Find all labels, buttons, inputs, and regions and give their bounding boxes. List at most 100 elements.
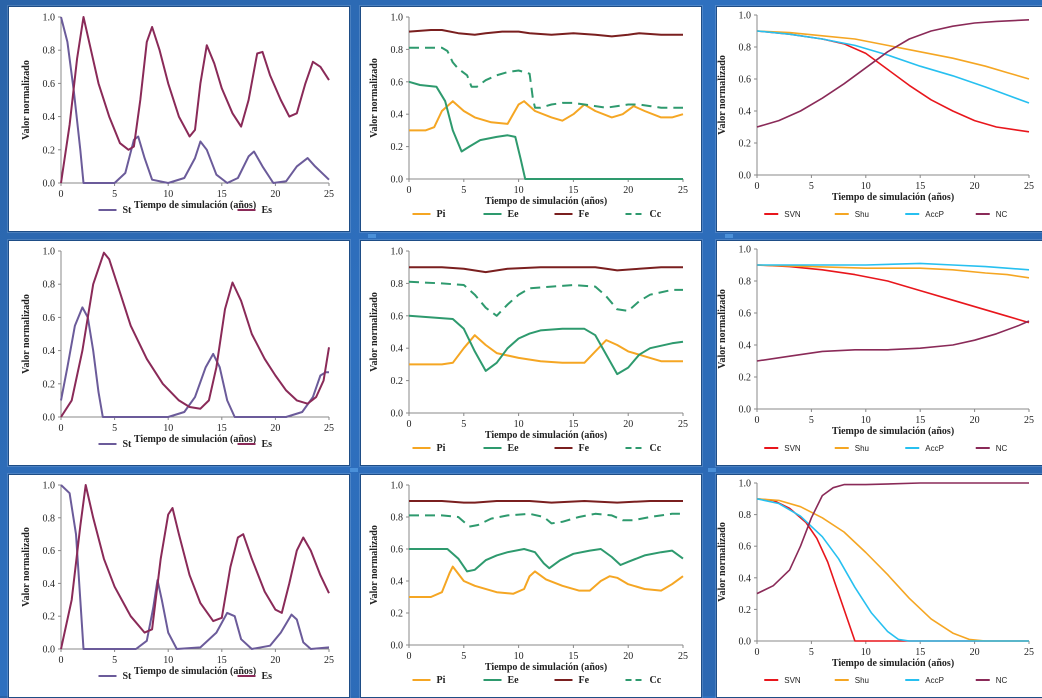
y-tick-label: 0.6 — [391, 77, 404, 88]
series-line-st — [60, 306, 329, 418]
x-tick-label: 20 — [623, 419, 633, 430]
y-tick-label: 1.0 — [391, 247, 404, 258]
series-line-shu — [756, 498, 1029, 642]
y-tick-label: 0.8 — [739, 277, 752, 288]
x-tick-label: 10 — [861, 415, 871, 426]
legend-label-cc: Cc — [650, 443, 662, 454]
legend-label-fe: Fe — [579, 209, 590, 220]
y-tick-label: 0.6 — [391, 545, 404, 556]
legend-label-shu: Shu — [855, 444, 869, 453]
legend-label-st: St — [123, 439, 133, 450]
y-tick-label: 0.4 — [43, 346, 56, 357]
x-tick-label: 10 — [861, 647, 871, 658]
x-tick-label: 15 — [217, 423, 227, 434]
x-tick-label: 15 — [568, 651, 578, 662]
legend-label-pi: Pi — [437, 209, 446, 220]
x-tick-label: 5 — [112, 189, 117, 200]
series-line-shu — [756, 264, 1030, 279]
y-axis-label: Valor normalizado — [717, 55, 728, 135]
legend-label-svn: SVN — [784, 444, 801, 453]
legend-label-svn: SVN — [784, 210, 801, 219]
x-tick-label: 25 — [678, 419, 688, 430]
x-tick-label: 20 — [970, 647, 980, 658]
series-line-accp — [756, 498, 1029, 642]
legend-label-st: St — [123, 205, 133, 216]
series-line-nc — [756, 482, 1029, 595]
legend-label-cc: Cc — [650, 675, 662, 686]
legend-label-es: Es — [262, 671, 273, 682]
series-line-ee — [409, 548, 684, 573]
series-line-es — [60, 16, 330, 184]
series-line-fe — [409, 500, 683, 504]
legend-label-shu: Shu — [855, 676, 869, 685]
chart-svg-r3c1: 0.0 0.2 0.4 0.6 0.8 1.0 0 5 10 15 20 25 Tiempo de si… — [21, 481, 334, 683]
chart-panel-r1c3: 0.0 0.2 0.4 0.6 0.8 1.0 0 5 10 15 20 25 Tiempo de si… — [716, 6, 1042, 232]
legend-label-cc: Cc — [650, 209, 662, 220]
series-line-ee — [408, 314, 684, 376]
y-axis-label: Valor normalizado — [369, 525, 380, 605]
y-tick-label: 0.2 — [43, 145, 56, 156]
y-axis-label: Valor normalizado — [21, 60, 32, 140]
x-tick-label: 25 — [324, 189, 334, 200]
legend-label-ee: Ee — [508, 209, 520, 220]
x-tick-label: 15 — [915, 415, 925, 426]
chart-svg-r2c3: 0.0 0.2 0.4 0.6 0.8 1.0 0 5 10 15 20 25 Tiempo de si… — [717, 245, 1034, 454]
x-axis-label: Tiempo de simulación (años) — [832, 426, 954, 437]
accent-mark — [368, 234, 376, 238]
series-line-es — [60, 251, 330, 418]
y-tick-label: 0.6 — [43, 79, 56, 90]
series-line-accp — [757, 262, 1030, 271]
accent-mark — [725, 234, 733, 238]
y-axis-label: Valor normalizado — [717, 289, 728, 369]
chart-svg-r3c3: 0.0 0.2 0.4 0.6 0.8 1.0 0 5 10 15 20 25 Tiempo de si… — [717, 479, 1034, 686]
series-line-shu — [756, 30, 1030, 80]
x-tick-label: 25 — [678, 185, 688, 196]
series-line-pi — [409, 100, 684, 132]
y-tick-label: 1.0 — [43, 247, 56, 258]
x-tick-label: 20 — [270, 189, 280, 200]
x-tick-label: 15 — [915, 647, 925, 658]
x-tick-label: 0 — [59, 655, 64, 666]
x-tick-label: 5 — [461, 419, 466, 430]
accent-mark — [708, 468, 716, 472]
legend-label-nc: NC — [996, 210, 1008, 219]
x-tick-label: 0 — [407, 651, 412, 662]
legend-label-ee: Ee — [508, 443, 520, 454]
y-tick-label: 0.4 — [391, 110, 404, 121]
y-tick-label: 1.0 — [739, 479, 752, 490]
legend-label-pi: Pi — [437, 443, 446, 454]
series-line-es — [60, 484, 330, 650]
y-tick-label: 0.2 — [391, 142, 404, 153]
y-axis-label: Valor normalizado — [369, 292, 380, 372]
legend-label-accp: AccP — [925, 210, 944, 219]
x-tick-label: 5 — [461, 651, 466, 662]
y-tick-label: 0.8 — [43, 46, 56, 57]
x-tick-label: 0 — [407, 419, 412, 430]
legend-label-es: Es — [262, 205, 273, 216]
series-line-svn — [756, 264, 1030, 324]
x-tick-label: 0 — [755, 181, 760, 192]
y-tick-label: 0.2 — [739, 605, 752, 616]
y-axis-label: Valor normalizado — [369, 58, 380, 138]
x-tick-label: 25 — [1024, 415, 1034, 426]
y-tick-label: 1.0 — [391, 13, 404, 24]
y-tick-label: 0.6 — [43, 546, 56, 557]
x-tick-label: 15 — [217, 189, 227, 200]
y-tick-label: 0.4 — [43, 112, 56, 123]
series-line-st — [60, 16, 330, 184]
y-tick-label: 0.8 — [43, 513, 56, 524]
y-tick-label: 0.8 — [739, 43, 752, 54]
y-tick-label: 0.0 — [391, 175, 404, 186]
x-tick-label: 15 — [568, 419, 578, 430]
series-line-pi — [409, 565, 684, 598]
series-line-accp — [756, 30, 1030, 104]
y-tick-label: 0.8 — [739, 510, 752, 521]
y-tick-label: 0.0 — [43, 413, 56, 424]
y-tick-label: 0.4 — [391, 344, 404, 355]
x-tick-label: 25 — [324, 655, 334, 666]
y-tick-label: 1.0 — [739, 11, 752, 22]
legend-label-nc: NC — [996, 444, 1008, 453]
y-tick-label: 0.2 — [391, 609, 404, 620]
y-tick-label: 0.6 — [43, 313, 56, 324]
y-tick-label: 0.8 — [43, 280, 56, 291]
